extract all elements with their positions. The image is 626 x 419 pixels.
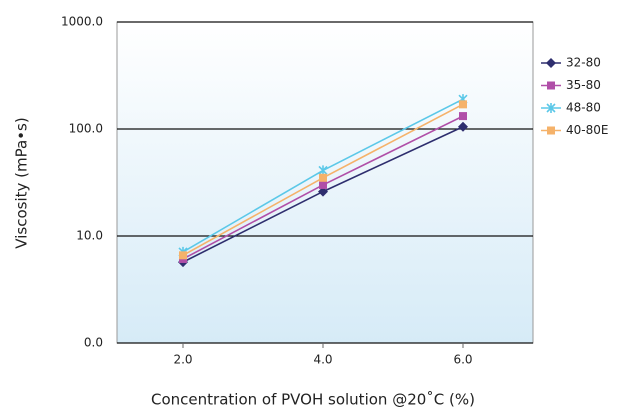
data-point	[319, 180, 327, 189]
data-point	[459, 100, 467, 109]
data-point	[458, 121, 468, 132]
data-point	[318, 186, 328, 197]
data-point	[318, 165, 328, 176]
data-point	[459, 112, 467, 121]
y-tick-label: 0.0	[84, 336, 103, 350]
legend-marker	[546, 103, 556, 113]
x-tick-label: 4.0	[313, 353, 332, 367]
y-axis-title: Viscosity (mPa•s)	[13, 117, 31, 248]
y-tick-label: 10.0	[76, 229, 103, 243]
y-tick-label: 100.0	[69, 122, 103, 136]
legend-label: 40-80E	[566, 123, 608, 137]
legend-marker	[546, 58, 556, 68]
legend-marker	[547, 81, 555, 90]
x-axis-title: Concentration of PVOH solution @20˚C (%)	[151, 391, 475, 409]
legend-marker	[547, 126, 555, 135]
legend-label: 48-80	[566, 101, 601, 115]
legend-label: 35-80	[566, 78, 601, 92]
data-point	[319, 173, 327, 182]
data-point	[179, 251, 187, 260]
x-tick-label: 6.0	[453, 353, 472, 367]
x-tick-label: 2.0	[173, 353, 192, 367]
y-tick-label: 1000.0	[61, 15, 103, 29]
legend-label: 32-80	[566, 56, 601, 70]
